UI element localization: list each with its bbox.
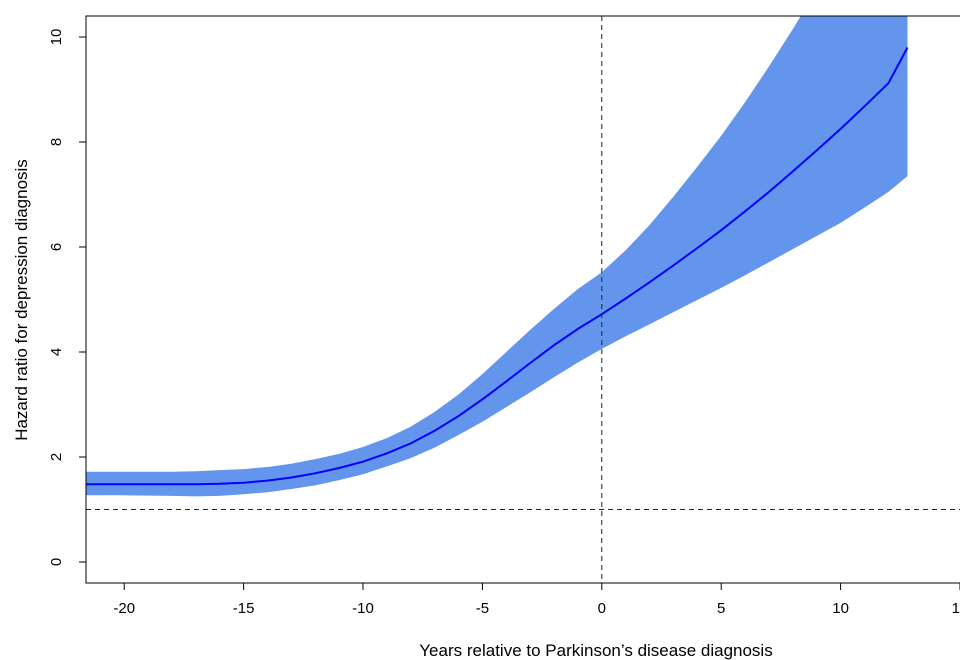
- y-tick-label: 4: [48, 348, 65, 356]
- y-tick-label: 8: [48, 138, 65, 146]
- plot-frame: [85, 15, 960, 584]
- y-tick-label: 6: [48, 243, 65, 251]
- y-tick-label: 2: [48, 453, 65, 461]
- x-tick-label: -10: [352, 600, 374, 617]
- x-tick-label: 15: [952, 600, 960, 617]
- x-tick-label: -15: [233, 600, 255, 617]
- x-axis-title: Years relative to Parkinson’s disease di…: [419, 641, 772, 660]
- x-tick-label: -5: [476, 600, 489, 617]
- x-tick-label: 5: [717, 600, 725, 617]
- x-tick-label: 10: [832, 600, 849, 617]
- y-tick-label: 10: [48, 29, 65, 46]
- y-axis-title: Hazard ratio for depression diagnosis: [12, 159, 31, 441]
- hazard-ratio-line: [86, 47, 909, 486]
- x-tick-label: 0: [598, 600, 606, 617]
- x-tick-label: -20: [113, 600, 135, 617]
- y-tick-label: 0: [48, 558, 65, 566]
- confidence-band: [86, 16, 908, 497]
